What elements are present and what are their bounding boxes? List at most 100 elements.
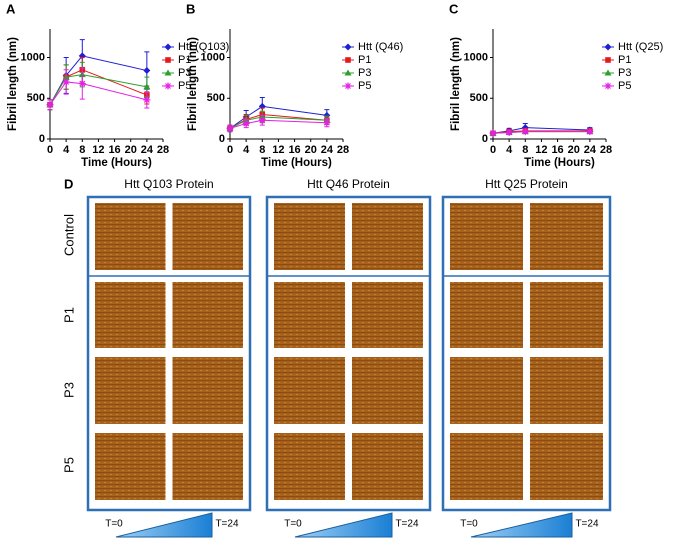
marker	[604, 82, 612, 90]
marker	[46, 101, 54, 109]
x-tick-label: 24	[584, 144, 597, 156]
x-tick-label: 4	[63, 144, 70, 156]
x-tick-label: 20	[125, 144, 137, 156]
marker	[164, 69, 172, 76]
y-tick-label: 1000	[464, 51, 488, 63]
column-title: Htt Q46 Protein	[307, 177, 390, 191]
panel-label: B	[186, 1, 195, 16]
marker	[604, 43, 612, 51]
column-title: Htt Q25 Protein	[485, 177, 568, 191]
legend-label: P3	[618, 67, 631, 79]
time-start: T=0	[460, 519, 478, 530]
x-tick-label: 4	[506, 144, 513, 156]
x-tick-label: 4	[243, 144, 250, 156]
afm-image	[450, 282, 523, 348]
x-tick-label: 0	[490, 144, 496, 156]
x-tick-label: 0	[227, 144, 233, 156]
marker	[586, 128, 594, 136]
legend-label: Htt (Q46)	[358, 41, 403, 53]
afm-image	[95, 203, 166, 270]
row-label: P5	[61, 457, 76, 473]
legend-label: P1	[358, 54, 371, 66]
marker	[143, 96, 151, 104]
afm-image	[274, 203, 345, 270]
marker	[258, 116, 266, 124]
column-title: Htt Q103 Protein	[124, 177, 213, 191]
x-tick-label: 12	[92, 144, 104, 156]
marker	[143, 67, 151, 75]
time-wedge	[294, 512, 393, 538]
afm-image	[172, 357, 243, 424]
marker	[505, 128, 513, 136]
legend-label: P3	[358, 67, 371, 79]
marker	[165, 57, 171, 63]
x-tick-label: 16	[551, 144, 563, 156]
time-end: T=24	[215, 519, 239, 530]
x-tick-label: 20	[305, 144, 317, 156]
x-tick-label: 28	[600, 144, 612, 156]
time-end: T=24	[575, 519, 599, 530]
afm-image	[172, 203, 243, 270]
x-axis-label: Time (Hours)	[261, 157, 332, 169]
marker	[143, 83, 151, 90]
row-label: Control	[61, 214, 76, 256]
legend-label: P5	[178, 80, 191, 92]
marker	[323, 119, 331, 127]
marker	[489, 129, 497, 137]
afm-image	[352, 282, 423, 348]
afm-image	[530, 357, 603, 424]
y-tick-label: 500	[207, 92, 225, 104]
x-tick-label: 16	[288, 144, 300, 156]
y-tick-label: 500	[27, 92, 45, 104]
marker	[62, 78, 70, 86]
afm-image	[352, 203, 423, 270]
y-tick-label: 0	[482, 133, 488, 145]
panel-label: A	[6, 1, 16, 16]
afm-image	[530, 203, 603, 270]
afm-image	[450, 357, 523, 424]
afm-image	[530, 282, 603, 348]
series-line	[49, 81, 147, 106]
panel-label: D	[64, 176, 73, 191]
panel-box	[265, 195, 432, 512]
x-tick-label: 28	[157, 144, 169, 156]
series-line	[49, 74, 147, 106]
x-tick-label: 16	[108, 144, 120, 156]
afm-image	[450, 203, 523, 270]
afm-image	[172, 282, 243, 348]
x-tick-label: 8	[79, 144, 85, 156]
series-line	[492, 131, 590, 134]
y-tick-label: 500	[470, 92, 488, 104]
time-start: T=0	[105, 519, 123, 530]
series-line	[229, 116, 327, 129]
x-axis-label: Time (Hours)	[524, 157, 595, 169]
series-line	[229, 119, 327, 129]
legend-label: Htt (Q103)	[178, 41, 229, 53]
marker	[345, 57, 351, 63]
afm-image	[274, 282, 345, 348]
panel-label: C	[449, 1, 459, 16]
y-axis-label: Fibril length (nm)	[187, 37, 199, 131]
marker	[164, 43, 172, 51]
marker	[344, 69, 352, 76]
legend-label: P3	[178, 67, 191, 79]
x-tick-label: 20	[568, 144, 580, 156]
afm-image	[352, 357, 423, 424]
x-tick-label: 28	[337, 144, 349, 156]
afm-image	[274, 433, 345, 500]
marker	[604, 69, 612, 76]
y-tick-label: 1000	[21, 51, 45, 63]
afm-image	[530, 433, 603, 500]
y-tick-label: 1000	[201, 51, 225, 63]
marker	[344, 82, 352, 90]
marker	[242, 120, 250, 128]
x-tick-label: 12	[535, 144, 547, 156]
legend-label: P1	[618, 54, 631, 66]
afm-image	[352, 433, 423, 500]
marker	[344, 43, 352, 51]
y-tick-label: 0	[219, 133, 225, 145]
afm-image	[450, 433, 523, 500]
y-axis-label: Fibril length (nm)	[7, 37, 19, 131]
